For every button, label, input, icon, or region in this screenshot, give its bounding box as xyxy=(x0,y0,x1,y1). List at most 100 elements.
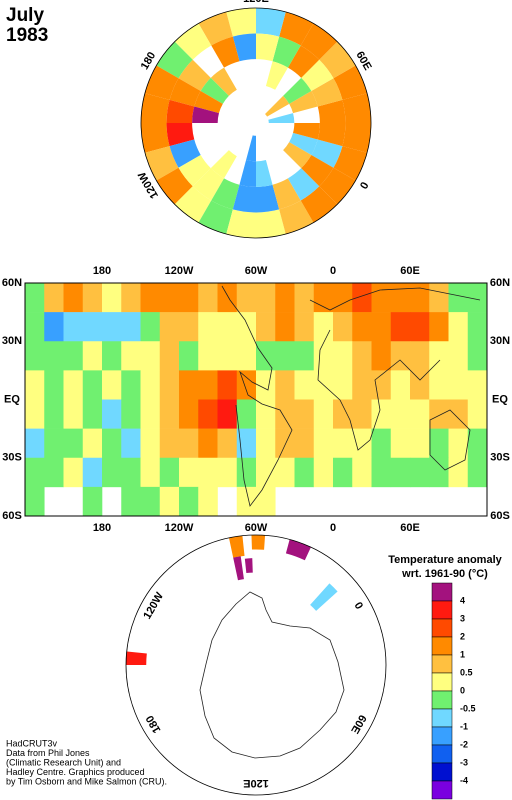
anomaly-cell xyxy=(121,428,141,459)
anomaly-cell xyxy=(390,399,411,429)
anomaly-cell xyxy=(25,486,45,517)
anomaly-cell xyxy=(198,200,233,235)
anomaly-cell xyxy=(63,457,84,488)
anomaly-cell xyxy=(82,457,103,488)
lat-label: 60S xyxy=(490,510,510,522)
anomaly-cell xyxy=(275,370,295,400)
anomaly-cell xyxy=(140,370,161,400)
anomaly-cell xyxy=(319,167,356,205)
anomaly-cell xyxy=(159,486,180,517)
legend-swatch xyxy=(431,780,453,800)
anomaly-cell xyxy=(285,539,311,561)
credit-line: (Climatic Research Unit) and xyxy=(6,757,121,767)
south-polar-map: 120W 0 60E 180 120E xyxy=(125,534,387,796)
anomaly-cell xyxy=(275,457,295,488)
legend: 4 3 2 1 0.5 0 -0.5 -1 -2 -3 -4 xyxy=(431,582,476,800)
anomaly-cell xyxy=(317,99,346,123)
anomaly-cell xyxy=(448,457,469,488)
anomaly-cell xyxy=(179,428,199,459)
anomaly-cell xyxy=(467,370,488,400)
anomaly-cell xyxy=(272,36,301,68)
anomaly-cell xyxy=(313,457,334,488)
lon-label: 0 xyxy=(357,179,370,190)
anomaly-cell xyxy=(448,399,469,429)
anomaly-cell xyxy=(44,399,64,429)
anomaly-cell xyxy=(179,370,199,400)
anomaly-cell xyxy=(179,312,199,342)
anomaly-cell xyxy=(140,399,161,429)
anomaly-cell xyxy=(311,139,343,168)
anomaly-cell xyxy=(192,106,219,123)
anomaly-cell xyxy=(236,283,257,313)
lat-label: EQ xyxy=(4,393,20,405)
anomaly-cell xyxy=(256,399,276,429)
anomaly-cell xyxy=(121,486,141,517)
anomaly-cell xyxy=(169,78,201,107)
lat-label: EQ xyxy=(492,393,508,405)
title-month: July xyxy=(6,5,44,26)
lon-label: 60W xyxy=(245,522,268,534)
anomaly-cell xyxy=(265,61,288,90)
anomaly-cell xyxy=(410,312,430,342)
legend-label: -0.5 xyxy=(460,703,476,713)
anomaly-cell xyxy=(352,399,372,429)
credit-line: HadCRUT3v xyxy=(6,738,58,748)
lon-label: 60E xyxy=(400,265,420,277)
lon-label: 180 xyxy=(93,265,111,277)
anomaly-cell xyxy=(232,33,256,62)
anomaly-cell xyxy=(410,428,430,459)
anomaly-cell xyxy=(294,283,315,313)
anomaly-cell xyxy=(25,370,45,400)
anomaly-cell xyxy=(198,370,218,400)
anomaly-cell xyxy=(159,341,180,371)
map-border xyxy=(140,7,372,239)
anomaly-cell xyxy=(178,154,211,187)
anomaly-cell xyxy=(102,312,122,342)
anomaly-cell xyxy=(140,312,161,342)
anomaly-cell xyxy=(140,428,161,459)
anomaly-cell xyxy=(82,486,103,517)
anomaly-cell xyxy=(217,370,238,400)
anomaly-cell xyxy=(25,283,45,313)
anomaly-cell xyxy=(217,312,238,342)
anomaly-cell xyxy=(311,78,343,107)
lat-label: 60N xyxy=(2,277,22,289)
legend-swatch xyxy=(431,618,453,638)
anomaly-cell xyxy=(44,370,64,400)
anomaly-cell xyxy=(256,370,276,400)
anomaly-cell xyxy=(310,583,338,611)
anomaly-cell xyxy=(352,428,372,459)
legend-swatch xyxy=(431,654,453,674)
anomaly-cell xyxy=(342,93,371,123)
anomaly-cell xyxy=(140,457,161,488)
anomaly-cell xyxy=(256,312,276,342)
legend-swatch xyxy=(431,672,453,692)
anomaly-cell xyxy=(217,428,238,459)
anomaly-cell xyxy=(141,93,170,123)
legend-label: -3 xyxy=(460,757,468,767)
anomaly-cell xyxy=(429,341,449,371)
anomaly-cell xyxy=(429,399,449,429)
anomaly-cell xyxy=(371,341,392,371)
anomaly-cell xyxy=(140,486,161,517)
anomaly-cell xyxy=(371,283,392,313)
anomaly-cell xyxy=(319,41,356,79)
anomaly-cell xyxy=(228,535,245,558)
anomaly-cell xyxy=(121,457,141,488)
anomaly-cell xyxy=(25,341,45,371)
anomaly-cell xyxy=(246,135,256,162)
anomaly-cell xyxy=(82,399,103,429)
anomaly-cell xyxy=(390,341,411,371)
anomaly-cell xyxy=(156,41,193,79)
anomaly-cell xyxy=(217,399,238,429)
anomaly-cell xyxy=(289,91,318,114)
anomaly-cell xyxy=(301,59,334,92)
anomaly-cell xyxy=(390,457,411,488)
anomaly-cell xyxy=(210,150,237,179)
anomaly-cell xyxy=(265,95,290,117)
anomaly-cell xyxy=(211,178,240,210)
legend-swatch xyxy=(431,636,453,656)
anomaly-cell xyxy=(44,428,64,459)
anomaly-cell xyxy=(25,399,45,429)
title-year: 1983 xyxy=(6,25,48,46)
